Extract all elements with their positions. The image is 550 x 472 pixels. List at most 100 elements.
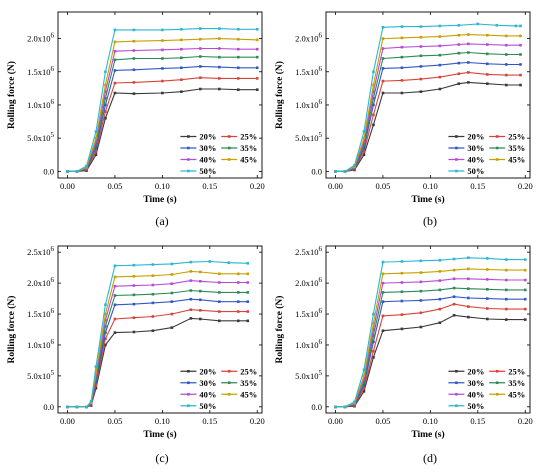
data-point [255,38,259,42]
data-point [246,272,250,276]
series-line [335,257,526,408]
data-point [113,58,117,62]
y-tick-label: 2.0x106 [27,276,54,288]
legend-marker [495,392,499,396]
data-point [381,281,385,285]
data-point [438,44,442,48]
series-50pct [334,256,527,409]
data-point [438,288,442,292]
x-tick-label: 0.15 [202,181,217,191]
legend-item: 20% [448,132,484,142]
y-tick-label: 2.0x106 [295,276,322,288]
data-point [362,150,366,153]
legend-marker [455,369,458,373]
data-point [180,78,183,82]
y-tick-label: 0.0 [311,166,322,176]
data-point [381,291,385,294]
data-point [372,83,375,87]
data-point [218,55,221,59]
legend: 20% 25% 30% 35% 40% 45% 50% [180,132,257,176]
panel-label: (c) [155,451,168,465]
legend-label: 35% [240,143,257,153]
x-axis-title: Time (s) [143,429,176,440]
plot-frame [57,245,263,414]
data-point [372,328,375,331]
panel-label: (a) [155,214,168,228]
legend-marker [227,146,231,150]
legend-label: 40% [199,389,216,399]
data-point [199,317,202,321]
data-point [170,312,174,316]
legend-label: 20% [199,366,216,376]
y-axis-title: Rolling force (N) [274,296,285,364]
data-point [180,27,183,31]
data-point [457,61,461,65]
legend: 20% 25% 30% 35% 40% 45% 50% [448,366,525,411]
legend-marker [187,404,190,408]
data-point [467,256,470,260]
data-point [381,329,385,333]
data-point [180,56,183,60]
legend-marker [455,146,458,150]
y-tick-label: 5.0x105 [27,369,54,381]
data-point [161,28,164,32]
data-point [504,73,508,77]
data-point [467,81,470,84]
data-point [75,170,79,173]
legend-label: 45% [508,389,525,399]
y-tick-label: 1.5x106 [295,307,322,319]
data-point [151,315,155,318]
data-point [246,262,250,265]
legend-marker [187,381,190,385]
data-point [438,75,442,79]
data-point [362,130,366,133]
data-point [419,25,423,28]
series-line [67,289,248,408]
x-tick-label: 0.15 [470,181,485,191]
data-point [189,270,193,273]
data-point [161,39,164,42]
data-point [218,300,221,303]
data-point [362,143,366,147]
data-point [170,291,174,295]
data-point [132,330,136,334]
x-tick-label: 0.15 [202,416,217,426]
legend-label: 20% [467,132,484,142]
data-point [104,331,107,334]
data-point [362,374,366,378]
data-point [236,281,240,284]
data-point [400,313,404,316]
data-point [104,97,107,100]
legend-label: 30% [467,378,484,388]
data-point [104,325,107,328]
legend-label: 30% [199,378,216,388]
data-point [189,297,193,301]
data-point [132,39,136,43]
data-point [236,66,240,70]
legend-label: 45% [240,389,257,399]
legend-label: 35% [508,378,525,388]
data-point [218,291,221,294]
data-point [151,292,155,296]
data-point [113,49,117,53]
x-axis-title: Time (s) [411,429,444,440]
data-point [236,88,240,91]
legend-item: 40% [180,155,216,165]
data-point [161,79,164,83]
data-point [486,62,489,66]
data-point [452,286,456,290]
x-tick-label: 0.10 [155,181,170,191]
data-point [189,260,193,264]
data-point [438,258,442,262]
legend-item: 30% [448,378,484,388]
data-point [189,317,193,320]
y-tick-label: 1.0x106 [27,98,54,110]
legend-item: 35% [221,378,257,388]
legend-item: 35% [489,143,525,153]
data-point [467,71,470,74]
data-point [132,293,136,297]
data-point [452,313,456,317]
data-point [189,279,193,282]
data-point [400,25,404,28]
data-point [227,261,231,264]
